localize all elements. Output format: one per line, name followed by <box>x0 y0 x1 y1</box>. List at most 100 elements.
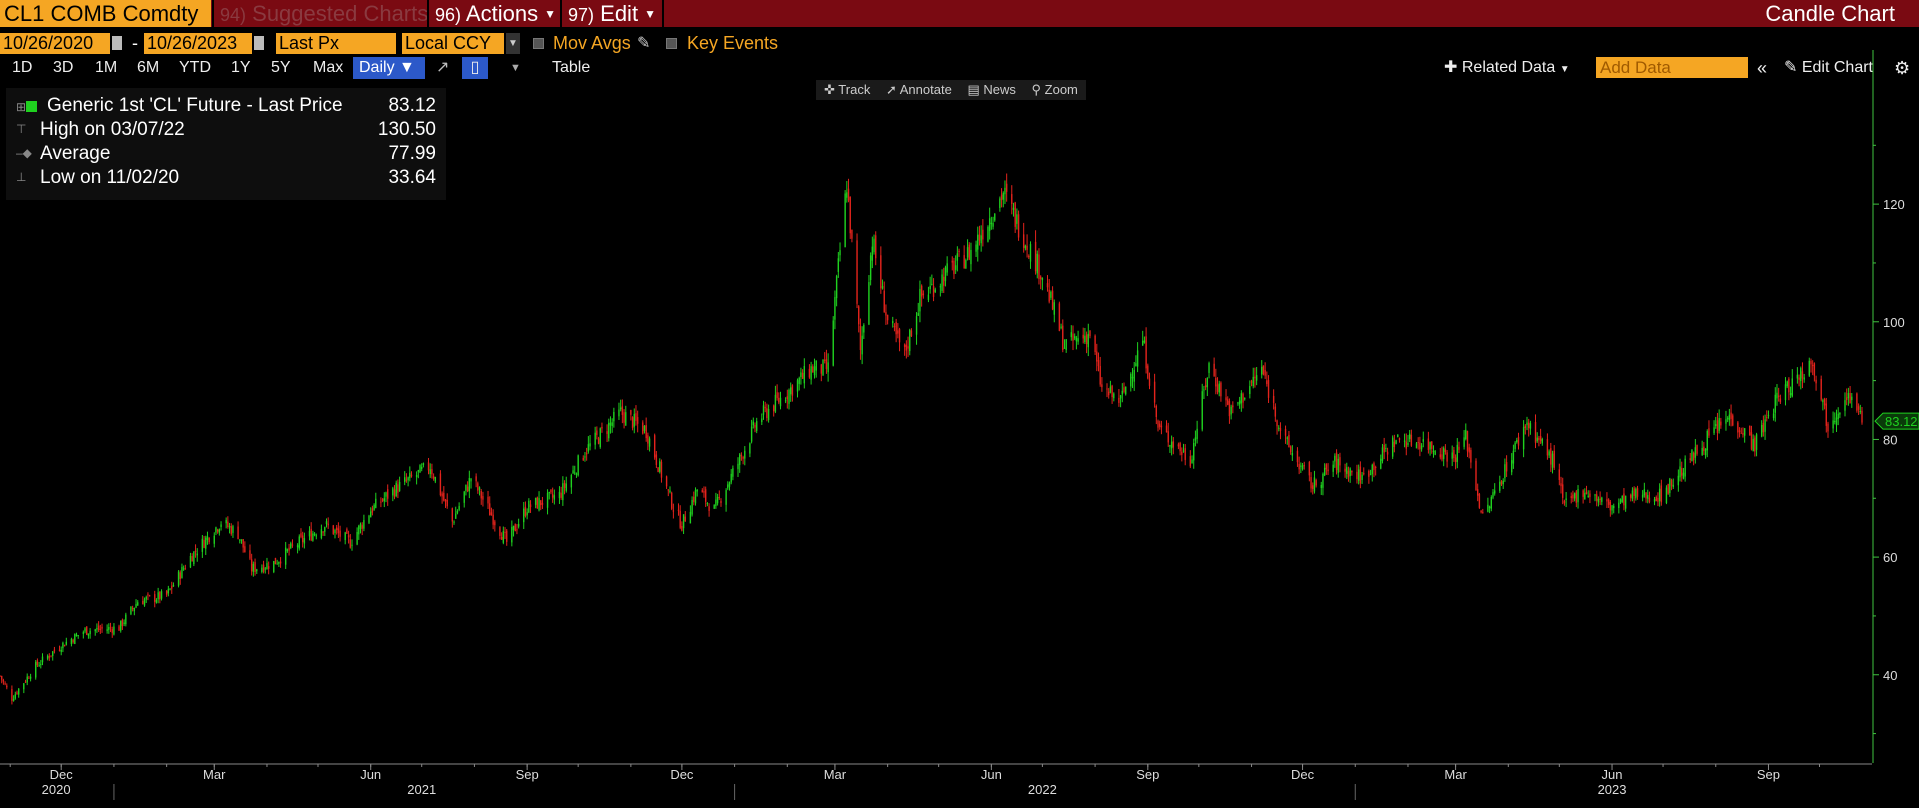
start-date-field[interactable]: 10/26/2020 <box>0 33 110 54</box>
candle <box>1408 429 1411 443</box>
calendar-icon[interactable] <box>254 36 264 50</box>
candle-body <box>125 614 127 625</box>
candle-body <box>492 514 494 525</box>
news-button[interactable]: News <box>983 82 1016 97</box>
candle <box>1730 404 1732 427</box>
calendar-icon[interactable] <box>112 36 122 50</box>
divider <box>427 0 429 27</box>
end-date-field[interactable]: 10/26/2023 <box>144 33 252 54</box>
period-1y[interactable]: 1Y <box>231 59 251 76</box>
candle <box>633 408 635 434</box>
candle-body <box>611 422 613 427</box>
candle-body <box>1752 438 1754 451</box>
chevron-down-icon[interactable]: ▼ <box>506 33 520 54</box>
gear-icon[interactable]: ⚙ <box>1894 58 1911 78</box>
period-5y[interactable]: 5Y <box>271 59 291 76</box>
candle <box>278 561 280 567</box>
candle-body <box>1562 484 1564 498</box>
candle <box>427 457 430 475</box>
candle-body <box>398 481 401 491</box>
related-data-button[interactable]: ✚ Related Data ▼ <box>1444 57 1570 79</box>
period-max[interactable]: Max <box>313 59 344 76</box>
candle-body <box>1301 465 1304 470</box>
add-data-input[interactable]: Add Data <box>1596 57 1748 78</box>
candle-body <box>361 525 363 529</box>
candle-body <box>693 496 695 502</box>
chevron-down-icon[interactable]: ▼ <box>510 62 521 74</box>
pencil-icon[interactable]: ✎ <box>637 35 651 52</box>
candle <box>1230 404 1232 420</box>
candle-body <box>225 519 227 524</box>
candle <box>1738 427 1741 438</box>
candle <box>432 473 435 481</box>
line-chart-icon[interactable]: ↗ <box>436 59 450 76</box>
candle <box>123 619 125 627</box>
candle-body <box>963 255 965 269</box>
candle-body <box>0 675 1 677</box>
candle <box>1184 444 1186 466</box>
period-1d[interactable]: 1D <box>12 59 33 76</box>
key-events-checkbox[interactable] <box>666 38 677 49</box>
candle-body <box>1227 399 1229 405</box>
candle-body <box>553 495 556 500</box>
collapse-double-chevron-icon[interactable]: « <box>1757 58 1768 78</box>
zoom-button[interactable]: Zoom <box>1044 82 1078 97</box>
candle <box>1063 339 1066 349</box>
candle <box>1403 433 1406 448</box>
pencil-icon: ✎ <box>1784 59 1798 76</box>
track-button[interactable]: Track <box>838 82 871 97</box>
edit-chart-button[interactable]: ✎ Edit Chart <box>1784 57 1873 79</box>
candle-body <box>325 521 328 524</box>
ticker-field[interactable]: CL1 COMB Comdty <box>0 0 211 27</box>
edit-menu[interactable]: 97) Edit ▼ <box>568 0 656 27</box>
candle-body <box>1465 429 1467 440</box>
candle-body <box>1772 413 1775 419</box>
candle-body <box>1755 434 1758 450</box>
candle-body <box>29 676 32 679</box>
frequency-select[interactable]: Daily ▼ <box>353 57 425 79</box>
candle-body <box>465 484 467 491</box>
candle <box>773 404 775 417</box>
candle <box>1119 394 1122 408</box>
candle <box>344 531 346 545</box>
candle-body <box>1431 441 1433 449</box>
candle-body <box>11 689 13 701</box>
period-ytd[interactable]: YTD <box>179 59 211 76</box>
period-3d[interactable]: 3D <box>53 59 74 76</box>
candle-body <box>1798 377 1800 380</box>
candle-body <box>77 635 79 637</box>
candle-body <box>1516 440 1518 443</box>
price-field-select[interactable]: Last Px <box>276 33 396 54</box>
candle <box>827 353 829 382</box>
candle <box>1565 492 1567 508</box>
candle-body <box>922 293 925 295</box>
actions-menu[interactable]: 96) Actions ▼ <box>435 0 556 27</box>
table-button[interactable]: Table <box>552 59 591 76</box>
candle <box>1143 336 1146 344</box>
candle-body <box>213 535 215 544</box>
candle <box>1442 446 1445 467</box>
candle-chart-icon[interactable]: ▯ <box>462 57 488 79</box>
candle-body <box>1121 390 1124 395</box>
candle <box>1820 375 1822 402</box>
candle <box>1072 325 1074 351</box>
period-1m[interactable]: 1M <box>95 59 118 76</box>
candle <box>953 257 955 280</box>
currency-select[interactable]: Local CCY <box>402 33 504 54</box>
candle <box>694 487 697 506</box>
candle <box>1772 408 1775 421</box>
candle-body <box>990 222 993 225</box>
candle-body <box>1250 381 1253 383</box>
mov-avgs-checkbox[interactable] <box>533 38 544 49</box>
period-6m[interactable]: 6M <box>137 59 160 76</box>
annotate-button[interactable]: Annotate <box>899 82 952 97</box>
candle-body <box>206 536 209 541</box>
candle <box>113 623 115 636</box>
candle <box>1339 452 1341 473</box>
candle <box>635 405 637 426</box>
suggested-charts-menu[interactable]: 94) Suggested Charts <box>220 0 428 27</box>
candle-body <box>1204 385 1207 388</box>
candle-body <box>308 530 311 537</box>
candle <box>1420 443 1423 452</box>
